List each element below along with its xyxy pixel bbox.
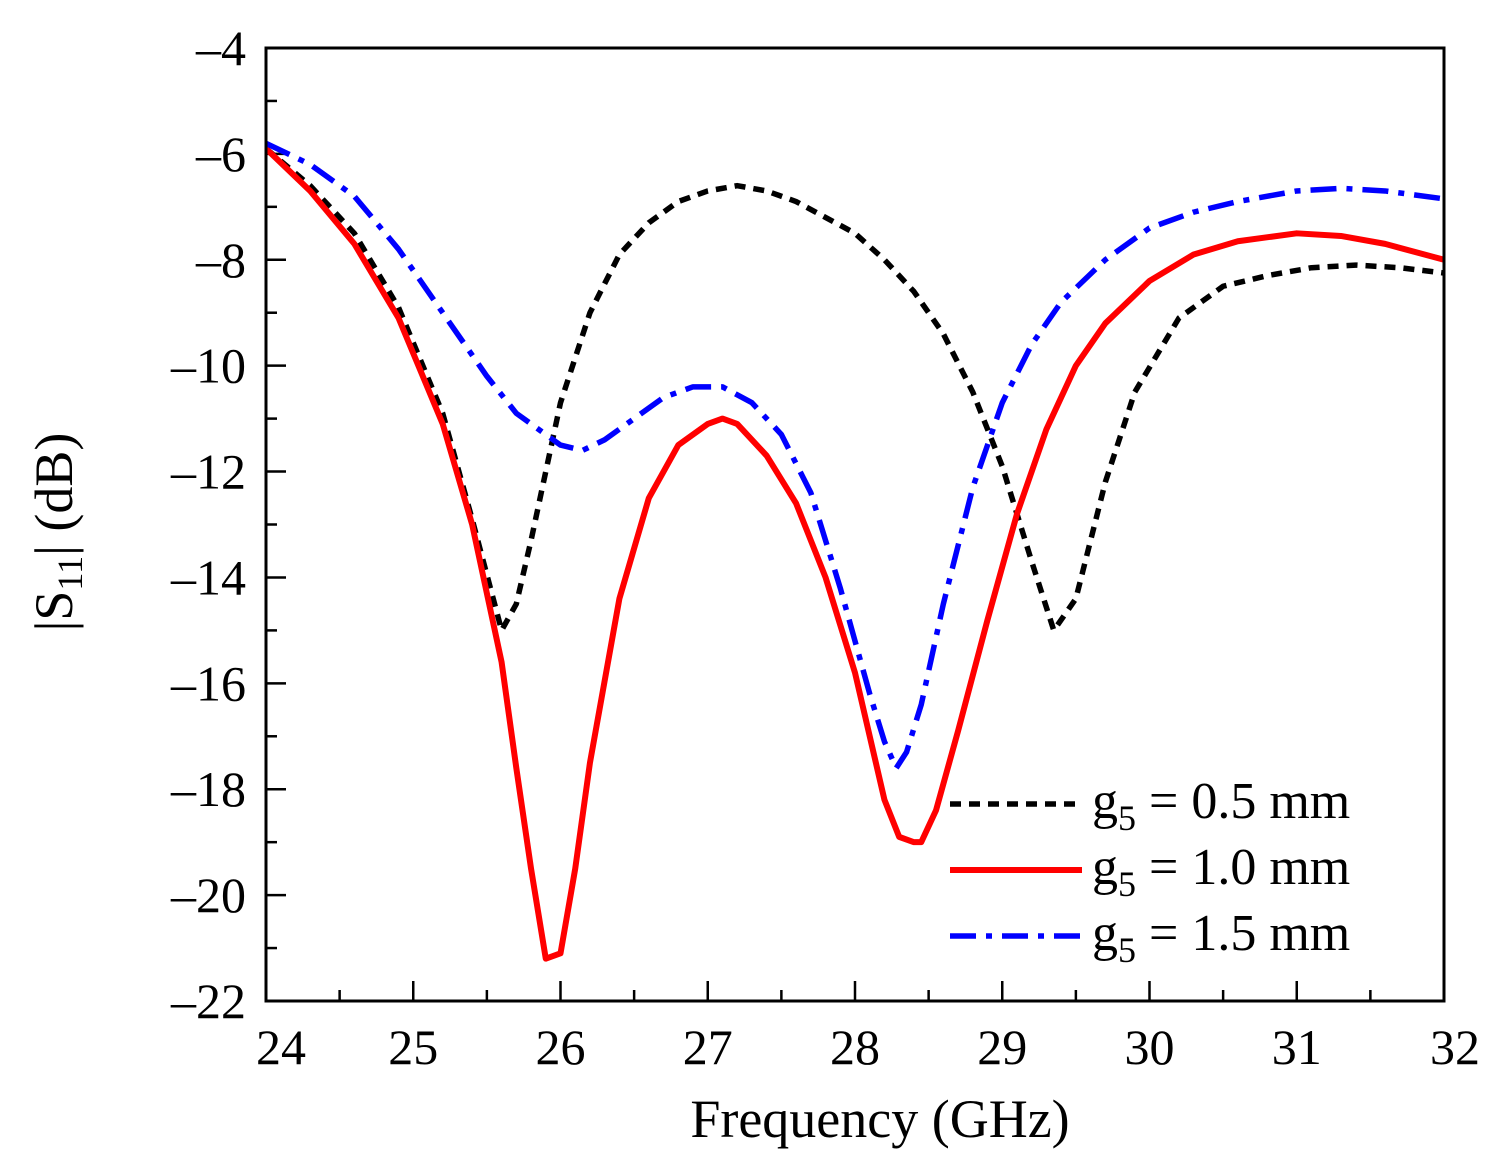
y-axis-title: |S11| (dB) [24,433,90,632]
x-axis-ticks: 24 25 26 27 28 29 30 31 32 [256,981,1480,1075]
x-tick-label: 32 [1430,1019,1480,1075]
legend-label-main: g [1092,905,1118,962]
y-tick-label: –18 [170,761,246,817]
y-tick-label: –22 [170,973,246,1029]
y-axis-title-tail: | (dB) [24,433,84,556]
x-axis-title: Frequency (GHz) [690,1089,1069,1149]
x-tick-label: 29 [977,1019,1027,1075]
y-tick-label: –8 [195,232,246,288]
y-axis-ticks: –4 –6 –8 –10 –12 –14 –16 –18 –20 –22 [170,20,286,1029]
legend-label-tail: = 0.5 mm [1136,773,1350,830]
plot-frame [264,46,1446,1003]
y-tick-label: –6 [195,126,246,182]
legend-label-main: g [1092,839,1118,896]
legend-label-subscript: 5 [1118,864,1136,904]
y-tick-label: –14 [170,549,246,605]
x-tick-label: 26 [536,1019,586,1075]
x-tick-label: 30 [1125,1019,1175,1075]
legend-label-tail: = 1.0 mm [1136,839,1350,896]
y-tick-label: –12 [170,444,246,500]
series-line-2 [266,146,1444,962]
legend-label-1: g5 = 0.5 mm [1092,773,1350,838]
y-tick-label: –4 [195,20,246,76]
y-tick-label: –10 [170,338,246,394]
y-axis-title-subscript: 11 [50,556,90,591]
legend-label-subscript: 5 [1118,798,1136,838]
legend-label-tail: = 1.5 mm [1136,905,1350,962]
series-layer [266,140,1444,962]
legend-label-main: g [1092,773,1118,830]
y-tick-label: –20 [170,867,246,923]
x-tick-label: 28 [830,1019,880,1075]
y-axis-title-main: |S [24,591,84,632]
legend-label-subscript: 5 [1118,930,1136,970]
x-tick-label: 25 [388,1019,438,1075]
y-tick-label: –16 [170,655,246,711]
x-tick-label: 24 [256,1019,306,1075]
x-tick-label: 27 [683,1019,733,1075]
series-line-3 [266,140,1444,771]
series-line-1 [266,146,1444,634]
x-tick-label: 31 [1272,1019,1322,1075]
legend-label-2: g5 = 1.0 mm [1092,839,1350,904]
legend-label-3: g5 = 1.5 mm [1092,905,1350,970]
